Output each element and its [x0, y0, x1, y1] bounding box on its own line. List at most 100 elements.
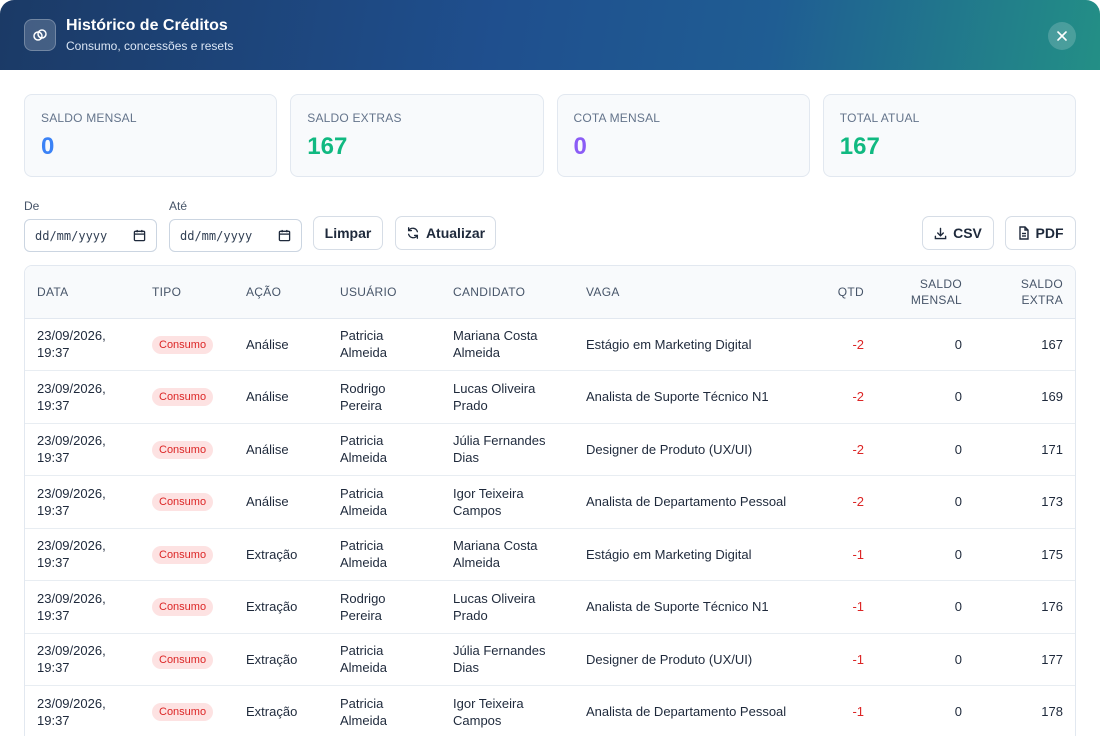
calendar-icon[interactable]: [278, 229, 291, 242]
cell-extra-balance: 178: [974, 685, 1075, 736]
modal-title: Histórico de Créditos: [66, 17, 228, 34]
refresh-button[interactable]: Atualizar: [395, 216, 496, 250]
refresh-label: Atualizar: [425, 225, 486, 241]
stats-row: SALDO MENSAL 0 SALDO EXTRAS 167 COTA MEN…: [0, 70, 1100, 177]
table-row[interactable]: 23/09/2026, 19:37 Consumo Extração Patricia…: [25, 528, 1075, 581]
export-csv-button[interactable]: CSV: [922, 216, 994, 250]
cell-job: Estágio em Marketing Digital: [574, 318, 804, 371]
modal-header: Histórico de Créditos Consumo, concessõe…: [0, 0, 1100, 70]
cell-type: Consumo: [140, 423, 234, 476]
cell-candidate: Júlia Fernandes Dias: [441, 423, 574, 476]
filter-to: Até dd/mm/yyyy: [169, 199, 302, 252]
cell-job: Designer de Produto (UX/UI): [574, 633, 804, 686]
history-table: DATA TIPO AÇÃO USUÁRIO CANDIDATO VAGA QT…: [24, 265, 1076, 736]
type-badge: Consumo: [152, 440, 214, 459]
cell-qty: -2: [804, 475, 876, 529]
to-date-placeholder: dd/mm/yyyy: [180, 228, 253, 243]
from-date-placeholder: dd/mm/yyyy: [35, 228, 108, 243]
column-header-vaga[interactable]: VAGA: [574, 266, 804, 319]
cell-action: Análise: [234, 423, 328, 476]
column-header-qtd[interactable]: QTD: [804, 266, 876, 319]
cell-action: Extração: [234, 580, 328, 634]
cell-monthly-balance: 0: [876, 580, 974, 634]
table-row[interactable]: 23/09/2026, 19:37 Consumo Análise Rodrigo P…: [25, 370, 1075, 424]
document-icon: [1018, 226, 1029, 240]
cell-user: Patricia Almeida: [328, 423, 441, 476]
link-coin-icon: [24, 19, 56, 51]
type-badge: Consumo: [152, 703, 214, 722]
cell-extra-balance: 169: [974, 370, 1075, 424]
cell-user: Rodrigo Pereira: [328, 580, 441, 634]
export-pdf-button[interactable]: PDF: [1005, 216, 1076, 250]
column-header-usuario[interactable]: USUÁRIO: [328, 266, 441, 319]
from-date-input[interactable]: dd/mm/yyyy: [24, 219, 157, 252]
column-header-saldo-mensal[interactable]: SALDO MENSAL: [876, 266, 974, 319]
cell-candidate: Igor Teixeira Campos: [441, 475, 574, 529]
type-badge: Consumo: [152, 545, 214, 564]
cell-job: Analista de Suporte Técnico N1: [574, 370, 804, 424]
cell-monthly-balance: 0: [876, 475, 974, 529]
table-row[interactable]: 23/09/2026, 19:37 Consumo Extração Patricia…: [25, 685, 1075, 736]
cell-type: Consumo: [140, 580, 234, 634]
stat-label: COTA MENSAL: [573, 111, 661, 125]
cell-qty: -1: [804, 528, 876, 581]
cell-monthly-balance: 0: [876, 423, 974, 476]
cell-date: 23/09/2026, 19:37: [25, 423, 140, 476]
cell-extra-balance: 175: [974, 528, 1075, 581]
column-header-data[interactable]: DATA: [25, 266, 140, 319]
table-row[interactable]: 23/09/2026, 19:37 Consumo Extração Rodrigo …: [25, 580, 1075, 634]
from-label: De: [24, 199, 40, 213]
cell-date: 23/09/2026, 19:37: [25, 633, 140, 686]
close-icon: [1057, 31, 1067, 41]
stat-value: 0: [41, 133, 55, 160]
type-badge: Consumo: [152, 650, 214, 669]
clear-button[interactable]: Limpar: [313, 216, 383, 250]
cell-user: Patricia Almeida: [328, 318, 441, 371]
to-date-input[interactable]: dd/mm/yyyy: [169, 219, 302, 252]
cell-user: Patricia Almeida: [328, 685, 441, 736]
table-row[interactable]: 23/09/2026, 19:37 Consumo Análise Patricia …: [25, 475, 1075, 529]
cell-extra-balance: 167: [974, 318, 1075, 371]
cell-type: Consumo: [140, 685, 234, 736]
cell-monthly-balance: 0: [876, 685, 974, 736]
cell-date: 23/09/2026, 19:37: [25, 528, 140, 581]
cell-candidate: Igor Teixeira Campos: [441, 685, 574, 736]
filters-bar: De dd/mm/yyyy Até dd/mm/yyyy: [0, 177, 1100, 263]
calendar-icon[interactable]: [133, 229, 146, 242]
pdf-label: PDF: [1035, 225, 1064, 241]
column-header-acao[interactable]: AÇÃO: [234, 266, 328, 319]
cell-qty: -2: [804, 423, 876, 476]
to-label: Até: [169, 199, 188, 213]
cell-user: Patricia Almeida: [328, 475, 441, 529]
cell-action: Análise: [234, 475, 328, 529]
cell-type: Consumo: [140, 528, 234, 581]
stat-card-total-atual: TOTAL ATUAL 167: [822, 94, 1076, 177]
cell-action: Extração: [234, 528, 328, 581]
column-header-tipo[interactable]: TIPO: [140, 266, 234, 319]
table-row[interactable]: 23/09/2026, 19:37 Consumo Extração Patricia…: [25, 633, 1075, 686]
table-row[interactable]: 23/09/2026, 19:37 Consumo Análise Patricia …: [25, 423, 1075, 476]
table-row[interactable]: 23/09/2026, 19:37 Consumo Análise Patricia …: [25, 318, 1075, 371]
stat-value: 167: [839, 133, 880, 160]
cell-date: 23/09/2026, 19:37: [25, 685, 140, 736]
column-header-saldo-extra[interactable]: SALDO EXTRA: [974, 266, 1075, 319]
cell-job: Estágio em Marketing Digital: [574, 528, 804, 581]
stat-card-saldo-extras: SALDO EXTRAS 167: [290, 94, 544, 177]
cell-type: Consumo: [140, 475, 234, 529]
table-header-row: DATA TIPO AÇÃO USUÁRIO CANDIDATO VAGA QT…: [25, 266, 1075, 319]
stat-value: 0: [573, 133, 587, 160]
cell-date: 23/09/2026, 19:37: [25, 318, 140, 371]
cell-candidate: Lucas Oliveira Prado: [441, 370, 574, 424]
filter-from: De dd/mm/yyyy: [24, 199, 157, 252]
cell-action: Extração: [234, 633, 328, 686]
cell-job: Analista de Suporte Técnico N1: [574, 580, 804, 634]
cell-job: Analista de Departamento Pessoal: [574, 475, 804, 529]
type-badge: Consumo: [152, 388, 214, 407]
cell-action: Extração: [234, 685, 328, 736]
column-header-candidato[interactable]: CANDIDATO: [441, 266, 574, 319]
download-icon: [934, 227, 947, 239]
cell-monthly-balance: 0: [876, 528, 974, 581]
cell-candidate: Lucas Oliveira Prado: [441, 580, 574, 634]
close-button[interactable]: [1048, 22, 1076, 50]
